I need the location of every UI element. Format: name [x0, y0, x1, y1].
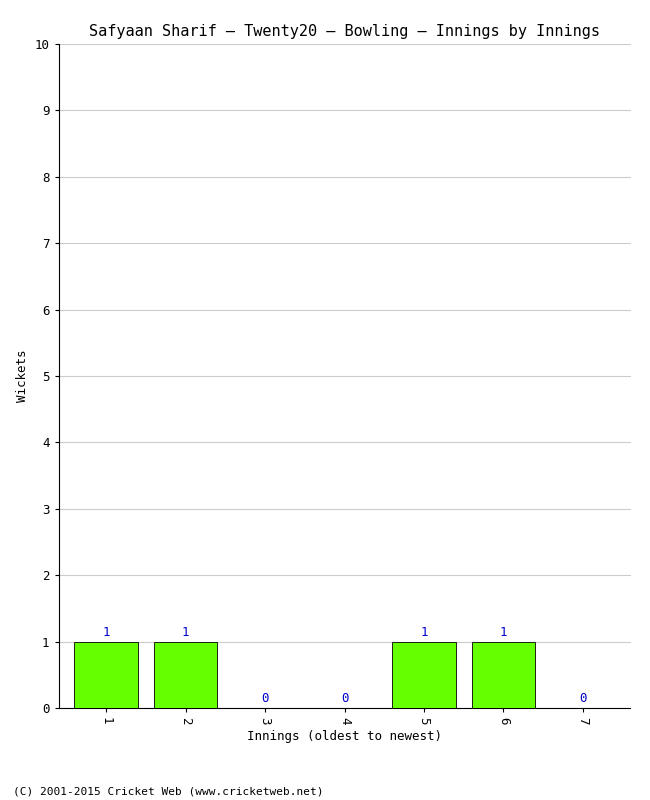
Bar [154, 642, 217, 708]
Bar [74, 642, 138, 708]
Text: 0: 0 [579, 692, 586, 706]
Text: 1: 1 [420, 626, 428, 639]
Bar [472, 642, 535, 708]
Text: 1: 1 [182, 626, 189, 639]
Text: 1: 1 [500, 626, 507, 639]
Text: 0: 0 [261, 692, 269, 706]
Text: (C) 2001-2015 Cricket Web (www.cricketweb.net): (C) 2001-2015 Cricket Web (www.cricketwe… [13, 786, 324, 796]
X-axis label: Innings (oldest to newest): Innings (oldest to newest) [247, 730, 442, 743]
Title: Safyaan Sharif — Twenty20 — Bowling — Innings by Innings: Safyaan Sharif — Twenty20 — Bowling — In… [89, 24, 600, 38]
Text: 1: 1 [103, 626, 110, 639]
Bar [392, 642, 456, 708]
Y-axis label: Wickets: Wickets [16, 350, 29, 402]
Text: 0: 0 [341, 692, 348, 706]
